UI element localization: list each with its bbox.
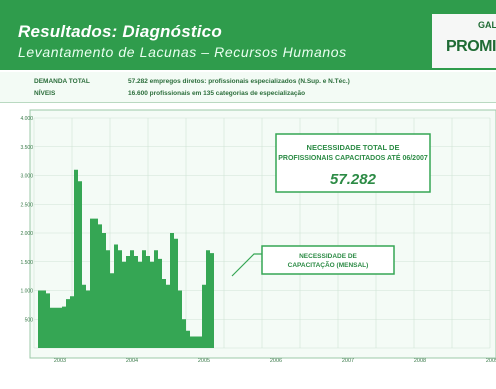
bar (162, 279, 166, 348)
monthly-annotation-box (261, 245, 395, 275)
capacity-chart: 4.000 3.500 3.000 2.500 2.000 1.500 1.000 500 2… (20, 109, 496, 364)
bar (62, 306, 66, 348)
summary-row-demand: DEMANDA TOTAL 57.282 empregos diretos: pr… (34, 78, 350, 85)
total-annotation-line1: NECESSIDADE TOTAL DE (307, 143, 400, 152)
summary-value: 57.282 empregos diretos: profissionais e… (128, 78, 350, 85)
bar (202, 284, 206, 348)
y-tick-label: 500 (25, 317, 34, 323)
bar (142, 250, 146, 348)
summary-panel: DEMANDA TOTAL 57.282 empregos diretos: pr… (0, 72, 496, 103)
bar (78, 181, 82, 348)
bar (46, 293, 50, 348)
total-annotation-value: 57.282 (330, 171, 377, 188)
bar-series (38, 169, 214, 348)
y-tick-label: 3.500 (20, 145, 33, 151)
monthly-annotation-line2: CAPACITAÇÃO (MENSAL) (288, 260, 369, 269)
bar (210, 253, 214, 348)
bar (114, 244, 118, 348)
x-tick-label: 2005 (198, 358, 210, 364)
x-tick-label: 2008 (414, 358, 426, 364)
bar (98, 224, 102, 348)
y-tick-label: 1.000 (20, 289, 33, 295)
header-banner: Resultados: Diagnóstico Levantamento de … (0, 0, 496, 70)
bar (118, 250, 122, 348)
bar (182, 319, 186, 348)
bar (126, 256, 130, 348)
logo-small-text: GAL (478, 20, 496, 30)
bar (54, 307, 58, 348)
monthly-annotation-pointer (231, 253, 262, 277)
bar (102, 233, 106, 348)
bar (110, 273, 114, 348)
bar (50, 307, 54, 348)
monthly-annotation-line1: NECESSIDADE DE (299, 253, 357, 260)
bar (82, 284, 86, 348)
bar (74, 169, 78, 348)
y-tick-label: 2.500 (20, 202, 33, 208)
bar (154, 250, 158, 348)
bar (206, 250, 210, 348)
logo-text: PROMI (446, 38, 496, 55)
bar (66, 299, 70, 348)
bar (134, 256, 138, 348)
summary-row-levels: NÍVEIS 16.600 profissionais em 135 catego… (34, 90, 305, 97)
bar (42, 290, 46, 348)
summary-value: 16.600 profissionais em 135 categorias d… (128, 90, 306, 97)
bar (70, 296, 74, 348)
y-tick-label: 1.500 (20, 260, 33, 266)
bar (130, 250, 134, 348)
bar (90, 218, 94, 348)
y-tick-label: 2.000 (20, 231, 33, 237)
bar (146, 256, 150, 348)
bar (170, 233, 174, 348)
x-tick-label: 2004 (126, 358, 138, 364)
total-annotation: NECESSIDADE TOTAL DE PROFISSIONAIS CAPAC… (275, 133, 431, 193)
bar (94, 218, 98, 348)
total-annotation-line2: PROFISSIONAIS CAPACITADOS ATÉ 06/2007 (278, 153, 428, 162)
bar (186, 330, 190, 348)
bar (194, 336, 198, 348)
bar (190, 336, 194, 348)
bar (150, 261, 154, 348)
bar (174, 238, 178, 348)
summary-key: NÍVEIS (34, 90, 56, 97)
page-subtitle: Levantamento de Lacunas – Recursos Human… (18, 44, 347, 60)
bar (178, 290, 182, 348)
bar (106, 250, 110, 348)
bar (198, 336, 202, 348)
x-tick-label: 2009 (486, 358, 496, 364)
total-annotation-box (275, 133, 431, 193)
bar (166, 284, 170, 348)
page-title: Resultados: Diagnóstico (18, 22, 222, 41)
x-tick-label: 2007 (342, 358, 354, 364)
x-tick-label: 2006 (270, 358, 282, 364)
x-axis: 2003 2004 2005 2006 2007 2008 2009 (54, 358, 496, 364)
bar (138, 261, 142, 348)
bar (86, 290, 90, 348)
summary-key: DEMANDA TOTAL (34, 78, 90, 85)
bar (158, 258, 162, 348)
bar (38, 290, 42, 348)
logo (432, 14, 496, 68)
bar (122, 261, 126, 348)
y-axis: 4.000 3.500 3.000 2.500 2.000 1.500 1.000 500 (20, 116, 33, 323)
y-tick-label: 3.000 (20, 174, 33, 180)
y-tick-label: 4.000 (20, 116, 33, 122)
x-tick-label: 2003 (54, 358, 66, 364)
monthly-annotation: NECESSIDADE DE CAPACITAÇÃO (MENSAL) (231, 245, 395, 277)
bar (58, 307, 62, 348)
